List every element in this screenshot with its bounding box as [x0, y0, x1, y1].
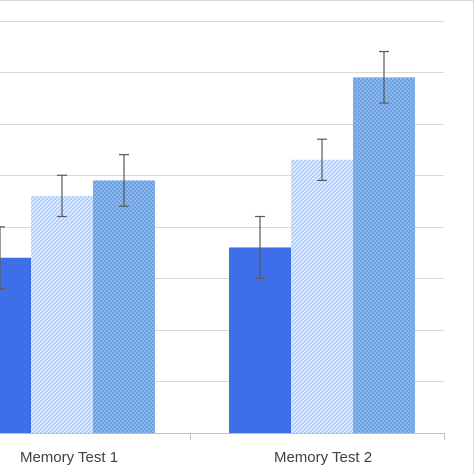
x-tick-marks: [190, 433, 445, 440]
bar-series-2-cat-2: [291, 159, 353, 434]
bars: [0, 77, 415, 434]
bar-series-3-cat-1: [93, 180, 155, 433]
error-bars: [0, 50, 389, 290]
bar-series-1-cat-1: [0, 257, 31, 433]
bar-series-3-cat-2: [353, 77, 415, 434]
x-tick-label-memory-test-2: Memory Test 2: [274, 449, 372, 466]
x-tick-label-memory-test-1: Memory Test 1: [20, 449, 118, 466]
bar-series-2-cat-1: [31, 195, 93, 433]
